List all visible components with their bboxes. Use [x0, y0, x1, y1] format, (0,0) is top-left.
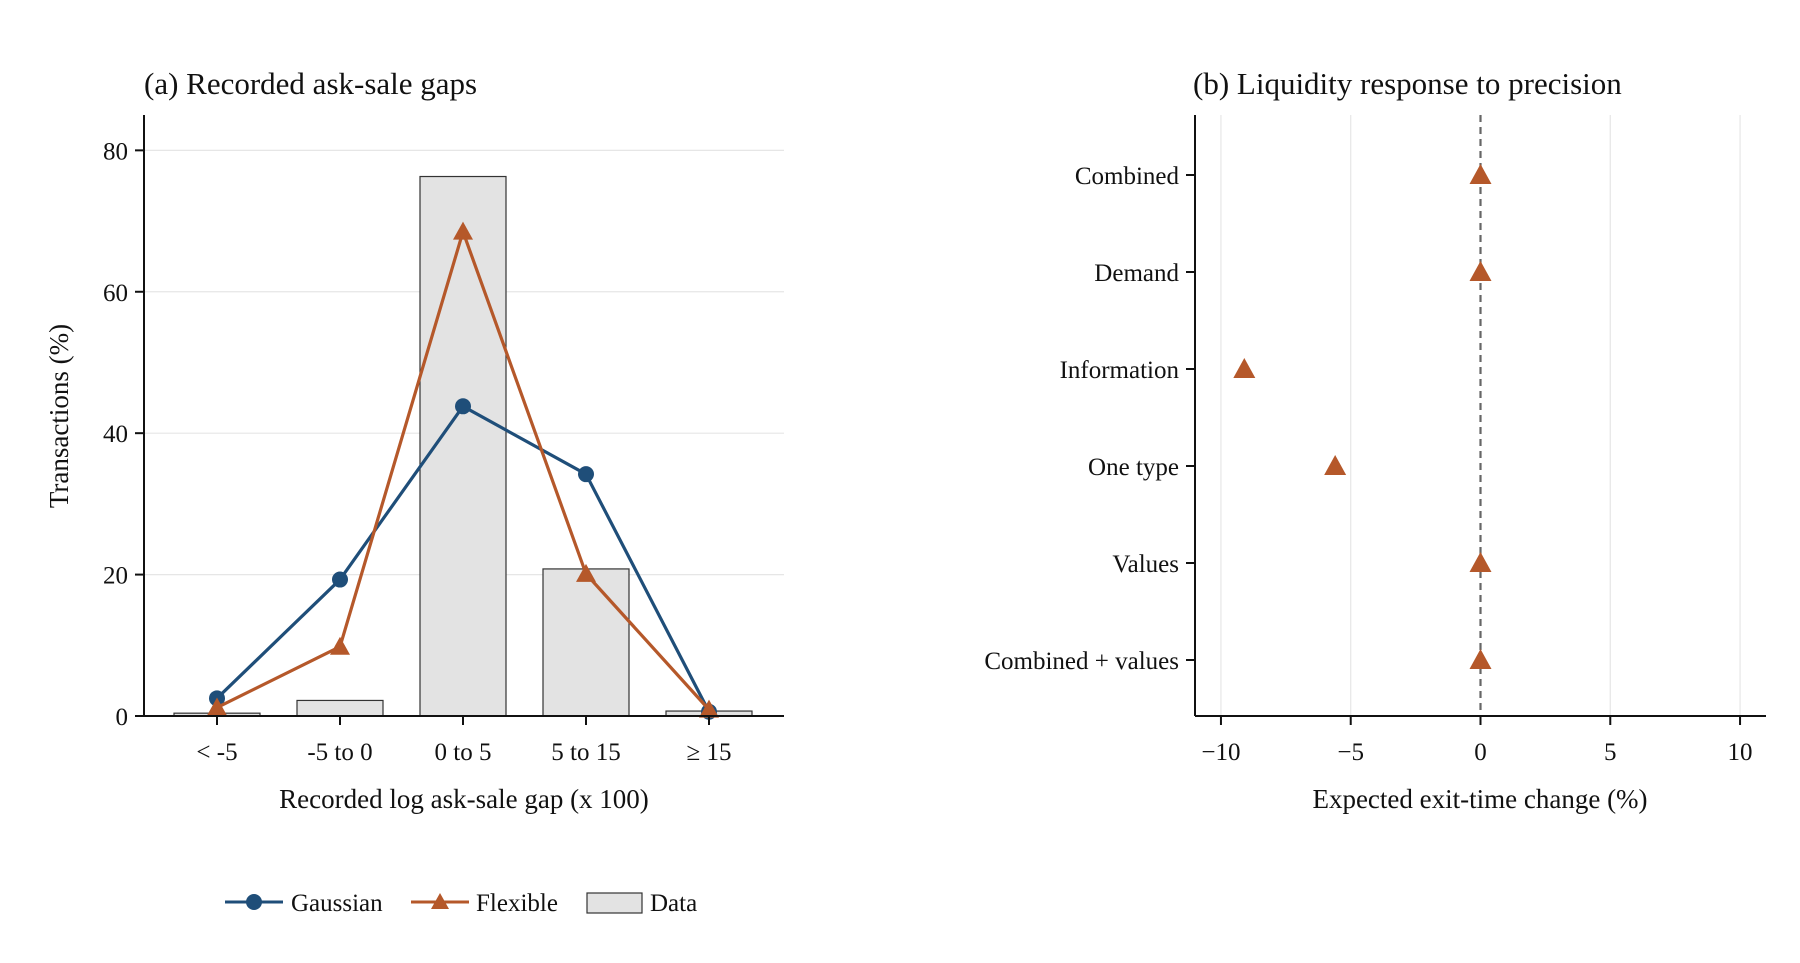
panel-b-x-ticks: −10 −5 0 5 10	[1201, 716, 1753, 766]
legend-gaussian-label: Gaussian	[291, 890, 383, 917]
panel-b-x-tick-label: −10	[1201, 739, 1240, 766]
panel-a-series-lines	[207, 221, 719, 720]
estimate-point	[1469, 552, 1492, 572]
panel-a-y-tick-label: 60	[103, 280, 128, 307]
estimate-point	[1233, 358, 1256, 378]
estimate-point	[1469, 164, 1492, 184]
point-flexible	[453, 221, 473, 240]
panel-b-x-tick-label: 5	[1604, 739, 1617, 766]
data-bar	[542, 568, 630, 717]
legend-gaussian-marker	[246, 894, 262, 910]
panel-a-y-tick-label: 40	[103, 421, 128, 448]
panel-b-x-tick-label: 0	[1474, 739, 1487, 766]
panel-a-y-axis-label: Transactions (%)	[44, 324, 74, 508]
point-flexible	[330, 636, 350, 655]
panel-b-category-label: Information	[1060, 357, 1180, 384]
panel-a-x-tick-label: < -5	[196, 739, 237, 766]
point-gaussian	[578, 466, 594, 483]
panel-b-category-label: Combined + values	[984, 648, 1179, 675]
panel-b-forest-plot: (b) Liquidity response to precision Comb…	[984, 66, 1766, 814]
panel-a-y-tick-label: 80	[103, 138, 128, 165]
panel-a-x-tick-label: 5 to 15	[551, 739, 620, 766]
legend-flexible-label: Flexible	[476, 890, 558, 917]
panel-a-y-tick-label: 20	[103, 563, 128, 590]
panel-a-title: (a) Recorded ask-sale gaps	[144, 66, 477, 101]
legend-item-flexible: Flexible	[411, 890, 558, 917]
panel-a-data-bars	[173, 175, 753, 717]
panel-b-x-tick-label: −5	[1337, 739, 1364, 766]
panel-a-y-tick-label: 0	[116, 704, 129, 731]
legend-item-gaussian: Gaussian	[225, 890, 383, 917]
panel-b-y-ticks: Combined Demand Information One type Values C…	[984, 163, 1195, 675]
point-flexible	[207, 697, 227, 716]
legend-data-box	[586, 892, 643, 914]
estimate-point	[1469, 649, 1492, 669]
panel-a-x-tick-label: -5 to 0	[307, 739, 372, 766]
panel-b-category-label: One type	[1088, 454, 1179, 481]
panel-a-x-tick-label: 0 to 5	[435, 739, 492, 766]
panel-b-x-tick-label: 10	[1728, 739, 1753, 766]
panel-a-histogram: (a) Recorded ask-sale gaps 0 20 40 60 80 < -…	[44, 66, 784, 814]
point-flexible	[699, 699, 719, 718]
panel-a-x-ticks: < -5 -5 to 0 0 to 5 5 to 15 ≥ 15	[196, 716, 731, 766]
legend-item-data: Data	[586, 890, 697, 917]
panel-b-x-axis-label: Expected exit-time change (%)	[1312, 784, 1647, 814]
panel-b-points	[1233, 164, 1492, 669]
panel-b-category-label: Values	[1112, 551, 1179, 578]
legend: Gaussian Flexible Data	[225, 890, 697, 917]
panel-b-category-label: Combined	[1075, 163, 1180, 190]
panel-a-y-ticks: 0 20 40 60 80	[103, 138, 144, 731]
legend-flexible-marker	[431, 893, 449, 909]
data-bar	[296, 699, 384, 717]
panel-a-x-tick-label: ≥ 15	[687, 739, 732, 766]
panel-a-x-axis-label: Recorded log ask-sale gap (x 100)	[279, 784, 649, 814]
legend-data-label: Data	[650, 890, 697, 917]
estimate-point	[1469, 261, 1492, 281]
panel-b-title: (b) Liquidity response to precision	[1193, 66, 1622, 101]
estimate-point	[1324, 455, 1347, 475]
panel-b-gridlines	[1220, 115, 1741, 716]
panel-b-category-label: Demand	[1094, 260, 1179, 287]
point-gaussian	[455, 398, 471, 415]
point-flexible	[576, 563, 596, 582]
point-gaussian	[332, 571, 348, 588]
